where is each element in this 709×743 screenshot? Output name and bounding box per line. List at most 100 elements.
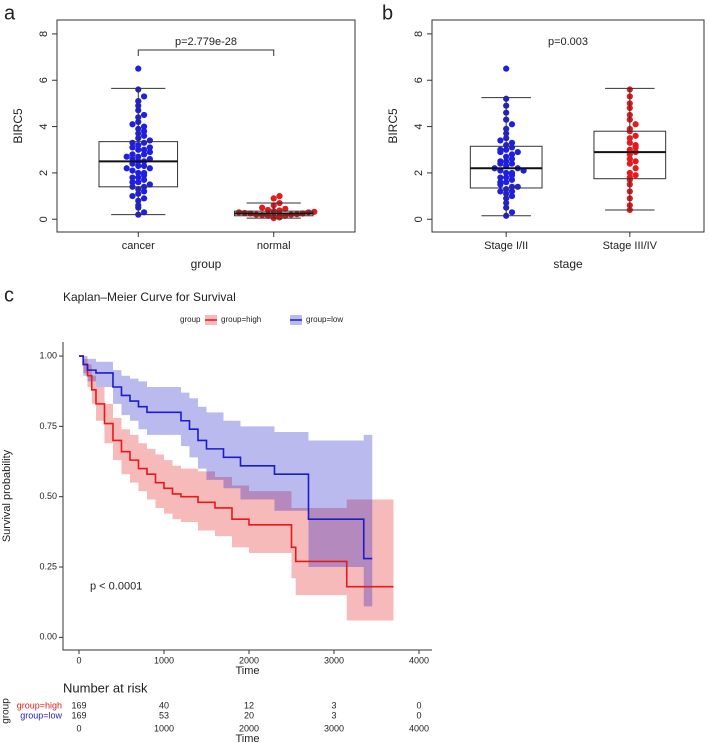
y-axis-label: BIRC5 — [386, 108, 400, 144]
data-point — [508, 183, 516, 190]
data-point — [508, 151, 516, 158]
data-point — [140, 132, 148, 139]
risk-x-tick-label: 2000 — [239, 723, 259, 733]
data-point — [140, 93, 148, 100]
data-point — [508, 160, 516, 167]
p-value: p=2.779e-28 — [175, 36, 237, 48]
data-point — [123, 165, 130, 172]
axes — [62, 342, 432, 651]
data-point — [503, 153, 510, 160]
data-point — [497, 160, 504, 167]
data-point — [508, 139, 516, 146]
plot-frame — [56, 19, 356, 233]
y-tick-label: 0 — [38, 216, 50, 222]
confidence-band — [78, 356, 373, 607]
data-point — [146, 148, 153, 156]
data-point — [632, 121, 639, 128]
y-tick-label: 0.75 — [39, 421, 57, 431]
data-point — [503, 169, 510, 177]
data-point — [146, 144, 153, 151]
data-point — [626, 160, 633, 167]
risk-x-label: Time — [235, 733, 259, 743]
x-tick-label: 2000 — [239, 655, 259, 665]
y-axis-label: Survival probability — [1, 449, 13, 542]
data-point — [146, 165, 153, 172]
survival-curve — [78, 355, 394, 588]
data-point — [140, 123, 148, 130]
data-point — [632, 132, 639, 139]
data-point — [508, 155, 516, 163]
risk-x-tick-label: 0 — [76, 723, 81, 733]
data-point — [514, 183, 521, 190]
data-point — [497, 188, 504, 195]
data-point — [146, 181, 153, 188]
chart-title: Kaplan–Meier Curve for Survival — [63, 290, 236, 304]
data-point — [503, 146, 510, 153]
bracket — [137, 49, 275, 56]
data-point — [626, 169, 633, 177]
data-point — [140, 111, 148, 119]
data-point — [129, 174, 136, 181]
data-point — [129, 144, 136, 151]
data-point — [135, 142, 142, 149]
data-point — [140, 139, 148, 146]
data-point — [140, 188, 148, 195]
risk-count: 20 — [244, 710, 254, 720]
data-point — [140, 195, 148, 202]
risk-count: 3 — [331, 710, 336, 720]
legend-label: group=low — [306, 315, 343, 324]
data-point — [140, 146, 148, 153]
data-point — [497, 174, 504, 181]
data-point — [259, 204, 266, 211]
data-point — [276, 192, 283, 200]
y-tick-label: 0.50 — [39, 491, 57, 501]
y-tick-label: 8 — [413, 31, 425, 37]
data-point — [508, 121, 516, 128]
data-point — [288, 211, 295, 218]
data-point — [514, 148, 521, 156]
y-tick-label: 6 — [413, 77, 425, 83]
box — [593, 130, 667, 180]
x-tick-label: 1000 — [154, 655, 174, 665]
data-point — [632, 172, 639, 179]
data-point — [140, 128, 148, 135]
data-point — [140, 162, 148, 170]
data-point — [253, 211, 260, 218]
box — [98, 141, 179, 188]
x-tick-label: Stage III/IV — [603, 240, 658, 252]
data-point — [135, 162, 142, 170]
data-point — [626, 139, 633, 146]
x-tick-label: 3000 — [324, 655, 344, 665]
data-point — [632, 165, 639, 172]
risk-count: 0 — [416, 710, 421, 720]
data-point — [129, 151, 136, 158]
box — [469, 145, 543, 189]
data-point — [503, 158, 510, 165]
x-tick-label: cancer — [122, 240, 155, 252]
risk-count: 53 — [159, 710, 169, 720]
data-point — [270, 195, 277, 202]
x-tick-label: 0 — [76, 655, 81, 665]
x-axis-label: stage — [553, 257, 583, 271]
data-point — [129, 139, 136, 146]
data-point — [135, 153, 142, 160]
risk-count: 169 — [71, 710, 86, 720]
y-tick-label: 0.00 — [39, 632, 57, 642]
risk-row-label: group=high — [17, 700, 62, 710]
y-tick-label: 0 — [413, 216, 425, 222]
data-point — [140, 151, 148, 158]
data-point — [140, 176, 148, 183]
data-point — [129, 167, 136, 174]
data-point — [135, 179, 142, 186]
data-point — [305, 209, 312, 216]
data-point — [282, 205, 289, 212]
data-point — [135, 65, 142, 72]
survival-curve — [78, 355, 373, 560]
p-value: p=0.003 — [548, 36, 588, 48]
risk-x-tick-label: 4000 — [409, 723, 429, 733]
panel-label: b — [382, 2, 393, 24]
y-axis-label: BIRC5 — [11, 108, 25, 144]
risk-title: Number at risk — [63, 680, 148, 695]
data-point — [626, 135, 633, 142]
